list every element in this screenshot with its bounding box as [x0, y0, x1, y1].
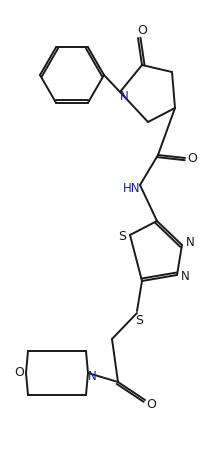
- Text: O: O: [146, 398, 156, 412]
- Text: O: O: [14, 366, 24, 380]
- Text: S: S: [118, 230, 126, 244]
- Text: O: O: [187, 151, 197, 164]
- Text: HN: HN: [123, 181, 141, 195]
- Text: N: N: [186, 236, 194, 250]
- Text: N: N: [120, 90, 128, 102]
- Text: S: S: [135, 314, 143, 328]
- Text: N: N: [181, 270, 189, 284]
- Text: O: O: [137, 23, 147, 37]
- Text: N: N: [88, 370, 96, 384]
